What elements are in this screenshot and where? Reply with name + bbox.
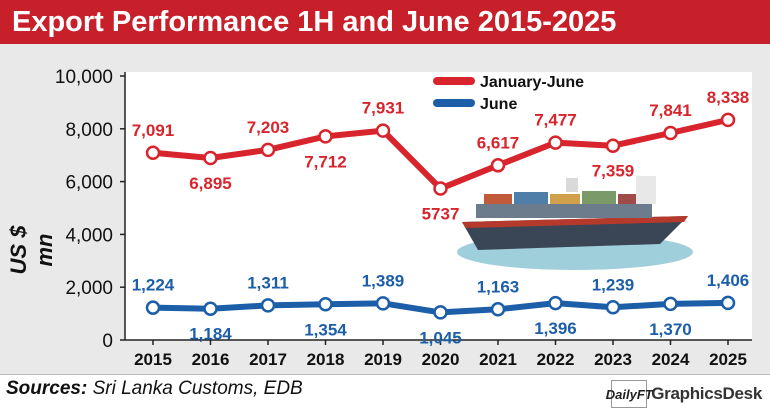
dailyft-logo: DailyFT <box>606 380 653 408</box>
data-point <box>433 305 448 320</box>
data-label: 8,338 <box>707 88 750 107</box>
data-point <box>490 302 506 317</box>
data-label: 1,045 <box>419 328 462 347</box>
data-label: 1,370 <box>649 320 692 339</box>
data-point <box>203 150 218 166</box>
graphics-credit: DailyFT GraphicsDesk <box>606 380 762 408</box>
data-label: 7,091 <box>132 121 175 140</box>
data-label: 1,184 <box>189 325 232 344</box>
data-label: 6,895 <box>189 174 232 193</box>
chart-area: 0 2,000 4,000 6,000 8,000 10,000 2015 2016 2017 2… <box>0 44 770 375</box>
data-label: 1,239 <box>592 275 635 294</box>
sources-label: Sources: <box>6 378 88 399</box>
data-label: 7,931 <box>362 99 405 118</box>
data-point <box>548 135 563 150</box>
data-point <box>720 295 736 311</box>
data-point <box>663 125 678 141</box>
legend-label: January-June <box>480 74 584 91</box>
data-label: 7,712 <box>304 152 347 171</box>
y-tick-label: 4,000 <box>65 225 113 246</box>
graphics-desk-label: GraphicsDesk <box>651 384 762 403</box>
x-tick-label: 2023 <box>594 350 632 369</box>
cargo-ship-illustration <box>457 176 693 270</box>
data-label: 1,389 <box>362 271 405 290</box>
data-label: 1,311 <box>247 273 289 292</box>
data-point <box>605 138 621 153</box>
x-tick-label: 2015 <box>134 350 172 369</box>
y-tick-label: 6,000 <box>65 173 113 194</box>
data-label: 6,617 <box>477 133 520 152</box>
y-axis-label: US $ mn <box>6 225 57 275</box>
y-tick-label: 2,000 <box>65 278 113 299</box>
data-point <box>260 142 276 158</box>
data-label: 1,163 <box>477 277 520 296</box>
sources-text: Sri Lanka Customs, EDB <box>87 378 303 399</box>
x-tick-label: 2020 <box>422 350 460 369</box>
x-tick-label: 2016 <box>192 350 230 369</box>
data-point <box>260 298 276 313</box>
sources-note: Sources: Sri Lanka Customs, EDB <box>6 378 303 400</box>
data-point <box>548 295 563 311</box>
chart-title: Export Performance 1H and June 2015-2025 <box>0 0 770 44</box>
data-label: 1,396 <box>534 319 577 338</box>
x-tick-label: 2024 <box>652 350 690 369</box>
data-point <box>605 300 621 315</box>
x-tick-label: 2018 <box>307 350 345 369</box>
data-point <box>145 300 161 315</box>
dailyft-logo-text: DailyFT <box>605 386 653 402</box>
data-point <box>145 145 161 161</box>
data-label: 1,224 <box>132 276 175 295</box>
data-point <box>720 112 736 128</box>
legend-label: June <box>480 96 517 113</box>
y-tick-label: 8,000 <box>65 120 113 141</box>
y-tick-label: 10,000 <box>55 67 113 88</box>
x-tick-label: 2019 <box>364 350 402 369</box>
x-tick-label: 2017 <box>249 350 287 369</box>
data-label: 7,359 <box>592 162 635 181</box>
data-label: 7,477 <box>534 111 577 130</box>
x-tick-label: 2025 <box>709 350 747 369</box>
data-point <box>490 158 506 173</box>
data-label: 5737 <box>422 205 460 224</box>
x-tick-label: 2022 <box>537 350 575 369</box>
data-label: 1,406 <box>707 271 750 290</box>
data-label: 7,841 <box>649 101 692 120</box>
data-point <box>663 296 678 312</box>
data-point <box>203 301 218 316</box>
data-point <box>375 123 391 138</box>
data-point <box>318 129 333 144</box>
line-chart: 0 2,000 4,000 6,000 8,000 10,000 2015 2016 2017 2… <box>55 67 752 369</box>
data-point <box>318 297 333 312</box>
data-label: 1,354 <box>304 320 347 339</box>
y-tick-label: 0 <box>102 331 113 352</box>
data-point <box>375 296 391 311</box>
data-label: 7,203 <box>247 118 290 137</box>
data-point <box>433 181 448 196</box>
x-tick-label: 2021 <box>479 350 517 369</box>
